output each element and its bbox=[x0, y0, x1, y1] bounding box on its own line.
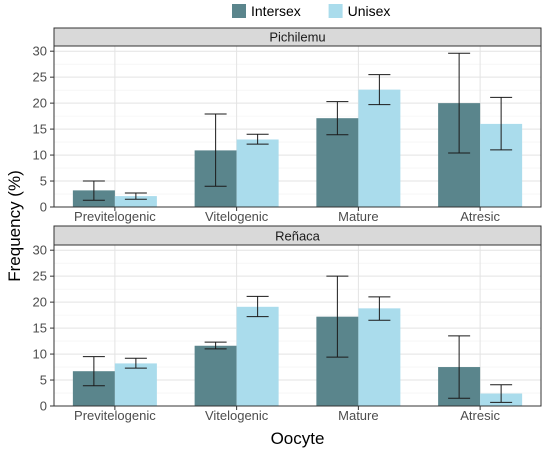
y-tick-label: 30 bbox=[33, 243, 47, 258]
panel-border bbox=[53, 45, 542, 208]
error-bar-unisex-previtelogenic bbox=[124, 192, 147, 200]
bar-unisex-vitelogenic bbox=[236, 139, 279, 207]
y-tick-label: 5 bbox=[40, 373, 47, 388]
bar-unisex-previtelogenic bbox=[114, 363, 157, 406]
error-bar-intersex-previtelogenic bbox=[82, 356, 105, 387]
y-tick-label: 0 bbox=[40, 399, 47, 414]
error-bar-intersex-atresic bbox=[448, 52, 471, 154]
error-bar-intersex-vitelogenic bbox=[204, 341, 227, 350]
bar-unisex-vitelogenic bbox=[236, 306, 279, 406]
legend-swatch-unisex bbox=[328, 4, 343, 18]
y-tick-label: 15 bbox=[33, 122, 47, 137]
panel-border bbox=[53, 244, 542, 407]
x-tick-label-previtelogenic: Previtelogenic bbox=[74, 209, 156, 224]
x-tick-label-mature: Mature bbox=[338, 408, 378, 423]
panel-title: Reñaca bbox=[275, 229, 321, 244]
legend-label-intersex: Intersex bbox=[251, 3, 301, 19]
bar-unisex-previtelogenic bbox=[114, 196, 157, 207]
x-tick-label-vitelogenic: Vitelogenic bbox=[205, 209, 269, 224]
x-axis-title: Oocyte bbox=[271, 429, 325, 448]
error-bar-intersex-vitelogenic bbox=[204, 113, 227, 187]
panel-title: Pichilemu bbox=[269, 30, 325, 45]
y-tick-label: 0 bbox=[40, 200, 47, 215]
y-tick-label: 10 bbox=[33, 347, 47, 362]
y-tick-label: 25 bbox=[33, 70, 47, 85]
panels: Pichilemu 0 5 10 15 20 25 30 Previtelogenic Vitel… bbox=[33, 27, 542, 423]
y-tick-label: 15 bbox=[33, 321, 47, 336]
error-bar-intersex-mature bbox=[326, 101, 349, 136]
y-tick-label: 20 bbox=[33, 295, 47, 310]
bar-unisex-mature bbox=[358, 89, 401, 207]
error-bar-unisex-previtelogenic bbox=[124, 357, 147, 369]
legend-label-unisex: Unisex bbox=[348, 3, 391, 19]
bar-intersex-vitelogenic bbox=[194, 345, 237, 406]
error-bar-intersex-atresic bbox=[448, 335, 471, 399]
panel-pichilemu: Pichilemu 0 5 10 15 20 25 30 Previtelogenic Vitel… bbox=[33, 27, 542, 224]
error-bar-unisex-atresic bbox=[490, 96, 513, 151]
x-tick-label-previtelogenic: Previtelogenic bbox=[74, 408, 156, 423]
x-tick-label-mature: Mature bbox=[338, 209, 378, 224]
error-bar-unisex-mature bbox=[368, 296, 391, 321]
y-tick-label: 30 bbox=[33, 44, 47, 59]
error-bar-intersex-previtelogenic bbox=[82, 180, 105, 201]
y-tick-label: 10 bbox=[33, 148, 47, 163]
panel-re-aca: Reñaca 0 5 10 15 20 25 30 Previtelogenic Viteloge… bbox=[33, 225, 542, 423]
y-tick-label: 25 bbox=[33, 269, 47, 284]
y-axis-title: Frequency (%) bbox=[5, 170, 24, 281]
error-bar-unisex-vitelogenic bbox=[246, 133, 269, 145]
legend: Intersex Unisex bbox=[232, 3, 390, 19]
error-bar-intersex-mature bbox=[326, 275, 349, 358]
x-tick-label-vitelogenic: Vitelogenic bbox=[205, 408, 269, 423]
x-tick-label-atresic: Atresic bbox=[460, 209, 500, 224]
error-bar-unisex-mature bbox=[368, 74, 391, 106]
x-tick-label-atresic: Atresic bbox=[460, 408, 500, 423]
error-bar-unisex-vitelogenic bbox=[246, 295, 269, 318]
legend-swatch-intersex bbox=[232, 4, 246, 18]
y-tick-label: 5 bbox=[40, 174, 47, 189]
error-bar-unisex-atresic bbox=[490, 384, 513, 403]
bar-unisex-mature bbox=[358, 308, 401, 406]
y-tick-label: 20 bbox=[33, 96, 47, 111]
